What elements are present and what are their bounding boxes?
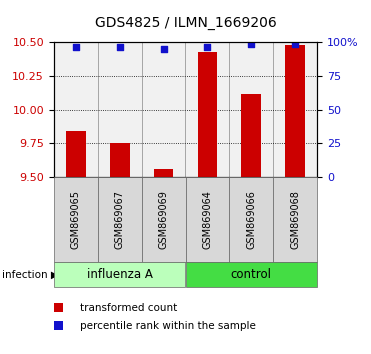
Bar — [229, 42, 273, 177]
Bar — [273, 42, 317, 177]
Text: percentile rank within the sample: percentile rank within the sample — [80, 321, 256, 331]
Point — [161, 46, 167, 52]
Point — [73, 44, 79, 49]
Text: infection ▶: infection ▶ — [2, 269, 59, 279]
Bar — [154, 169, 173, 177]
Bar — [142, 42, 186, 177]
Point — [292, 41, 298, 47]
Bar — [110, 143, 129, 177]
Text: GSM869067: GSM869067 — [115, 190, 125, 249]
Point — [116, 44, 122, 49]
Bar — [66, 131, 86, 177]
Text: GSM869066: GSM869066 — [246, 190, 256, 249]
Bar — [198, 52, 217, 177]
Text: transformed count: transformed count — [80, 303, 177, 313]
Text: GSM869069: GSM869069 — [158, 190, 168, 249]
Bar — [54, 42, 98, 177]
Point — [204, 44, 210, 49]
Bar — [186, 42, 229, 177]
Point — [249, 41, 255, 47]
Text: influenza A: influenza A — [87, 268, 152, 281]
Bar — [285, 45, 305, 177]
Text: GSM869064: GSM869064 — [203, 190, 213, 249]
Bar — [242, 93, 261, 177]
Text: GSM869065: GSM869065 — [71, 190, 81, 249]
Bar — [98, 42, 142, 177]
Text: control: control — [231, 268, 272, 281]
Text: GDS4825 / ILMN_1669206: GDS4825 / ILMN_1669206 — [95, 16, 276, 30]
Text: GSM869068: GSM869068 — [290, 190, 300, 249]
